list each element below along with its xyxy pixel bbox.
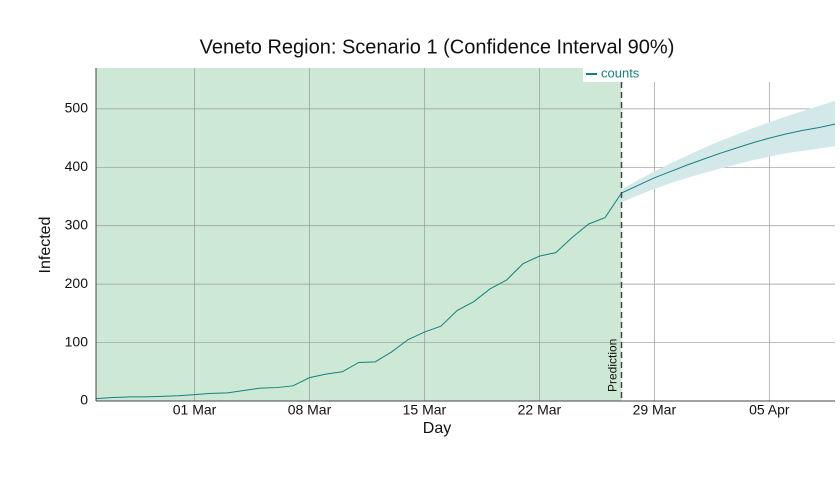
y-axis-label: Infected <box>37 217 54 274</box>
legend-label: counts <box>601 65 640 80</box>
x-tick-label: 15 Mar <box>403 402 447 418</box>
y-tick-label: 300 <box>65 216 89 232</box>
legend-box <box>583 66 643 82</box>
observed-region <box>96 68 622 401</box>
confidence-band <box>621 100 835 203</box>
x-tick-label: 29 Mar <box>633 402 677 418</box>
y-tick-label: 200 <box>65 275 89 291</box>
chart-title: Veneto Region: Scenario 1 (Confidence In… <box>200 36 675 58</box>
annotation: Prediction <box>606 339 620 392</box>
x-tick-label: 05 Apr <box>749 402 790 418</box>
x-tick-label: 22 Mar <box>518 402 562 418</box>
y-tick-label: 400 <box>65 158 89 174</box>
y-tick-label: 0 <box>80 392 88 408</box>
line <box>95 123 836 400</box>
x-tick-label: 08 Mar <box>288 402 332 418</box>
x-axis-label: Day <box>423 420 451 437</box>
x-tick-label: 01 Mar <box>173 402 217 418</box>
y-tick-label: 500 <box>65 100 89 116</box>
y-tick-label: 100 <box>65 333 89 349</box>
